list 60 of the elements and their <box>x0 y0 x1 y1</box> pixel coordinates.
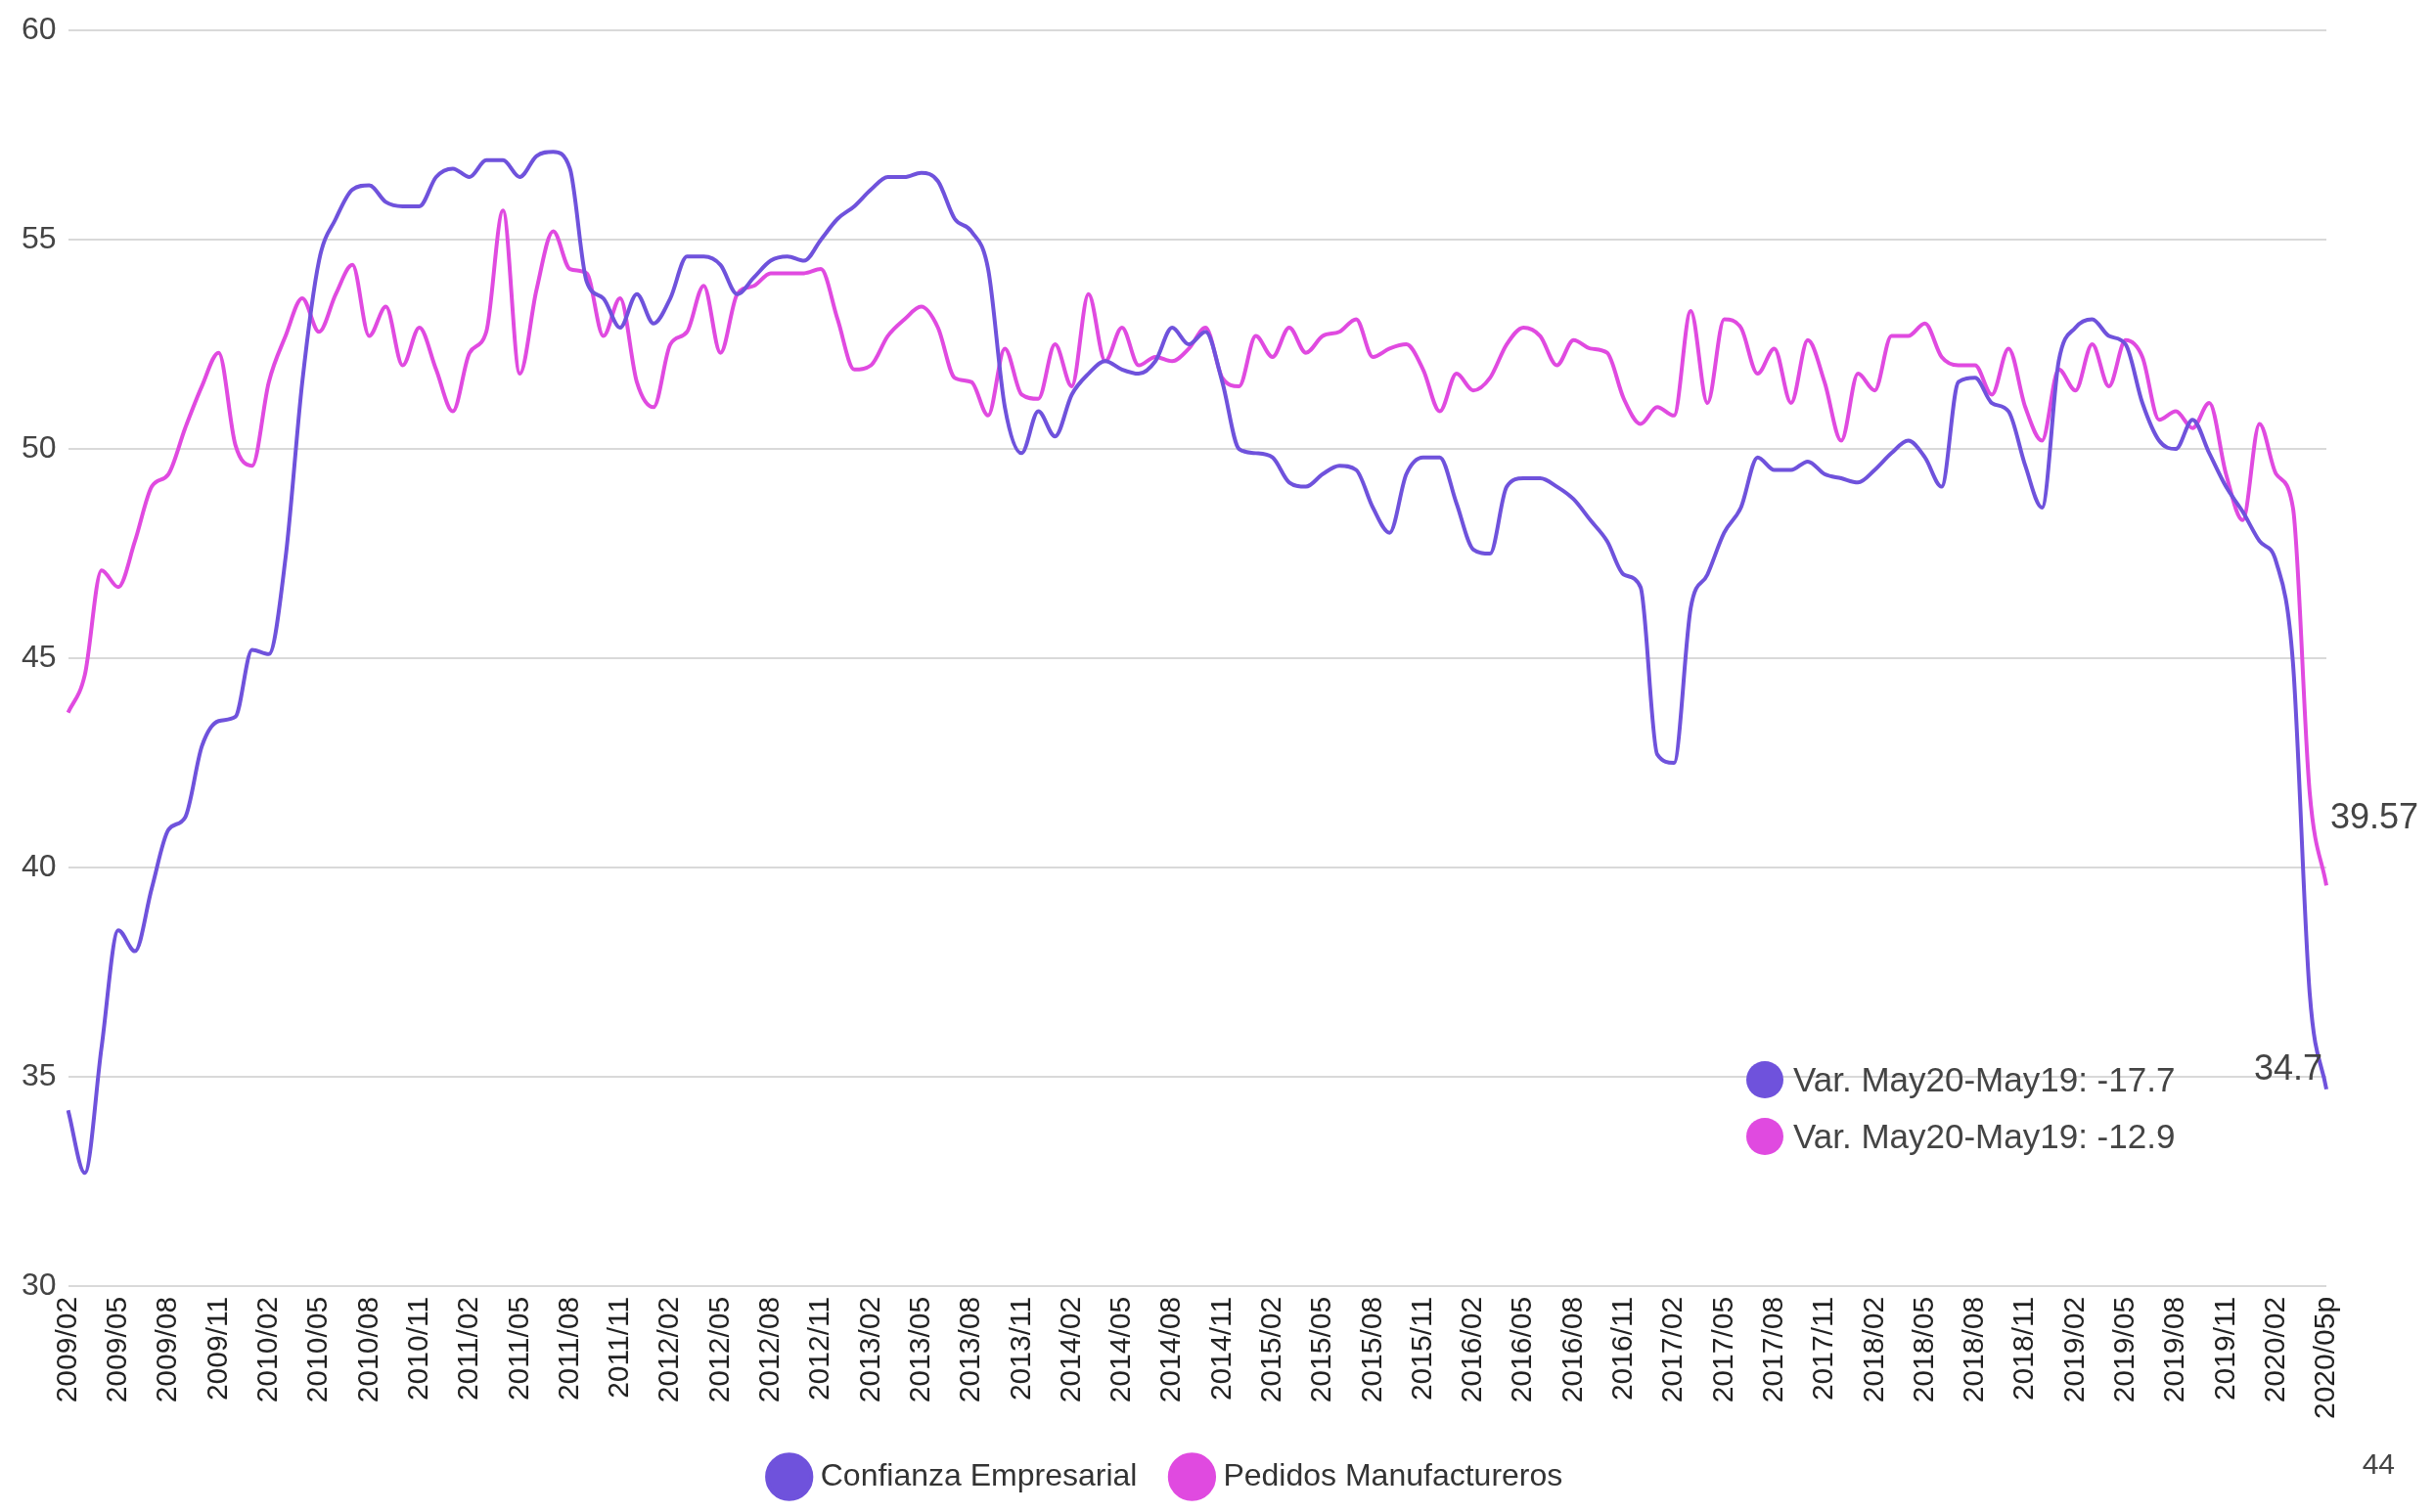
x-tick-label: 2014/02 <box>1053 1296 1086 1403</box>
x-tick-label: 2020/05p <box>2308 1296 2341 1420</box>
x-tick-label: 2011/08 <box>551 1296 584 1401</box>
x-tick-label: 2016/05 <box>1505 1296 1538 1403</box>
x-tick-label: 2011/11 <box>602 1296 635 1399</box>
x-tick-label: 2018/08 <box>1957 1296 1990 1403</box>
annotation: Var. May20-May19: -17.7 <box>1793 1060 2176 1099</box>
x-tick-label: 2009/05 <box>100 1296 133 1403</box>
x-tick-label: 2014/05 <box>1104 1296 1137 1403</box>
x-tick-label: 2017/05 <box>1705 1296 1738 1403</box>
x-tick-label: 2014/08 <box>1153 1296 1187 1403</box>
y-tick-label: 45 <box>22 638 57 674</box>
x-tick-label: 2017/02 <box>1655 1296 1689 1403</box>
x-tick-label: 2015/05 <box>1304 1296 1337 1403</box>
x-tick-label: 2010/05 <box>300 1296 334 1403</box>
x-tick-label: 2010/02 <box>250 1296 284 1403</box>
line-series <box>66 150 2328 1176</box>
x-tick-label: 2011/05 <box>501 1296 534 1401</box>
x-tick-label: 2015/02 <box>1254 1296 1287 1403</box>
data-label: 39.57 <box>2330 796 2419 837</box>
x-tick-label: 2019/11 <box>2207 1296 2240 1401</box>
x-tick-label: 2018/02 <box>1856 1296 1889 1403</box>
x-tick-label: 2018/05 <box>1906 1296 1939 1403</box>
x-tick-label: 2009/11 <box>200 1296 233 1401</box>
y-tick-label: 35 <box>22 1056 57 1092</box>
x-tick-label: 2010/11 <box>400 1296 433 1401</box>
x-tick-label: 2013/02 <box>852 1296 885 1403</box>
data-label: 34.7 <box>2253 1046 2322 1088</box>
x-tick-label: 2018/11 <box>2006 1296 2040 1401</box>
text: 44 <box>2362 1447 2395 1481</box>
annotation: Var. May20-May19: -12.9 <box>1793 1117 2176 1156</box>
y-tick-label: 40 <box>22 847 57 883</box>
line-series <box>66 208 2328 888</box>
legend-label: Pedidos Manufactureros <box>1223 1456 1563 1492</box>
x-tick-label: 2013/08 <box>953 1296 986 1403</box>
x-tick-label: 2013/05 <box>902 1296 935 1403</box>
x-tick-label: 2015/11 <box>1404 1296 1437 1401</box>
x-tick-label: 2013/11 <box>1003 1296 1036 1401</box>
x-tick-label: 2016/08 <box>1555 1296 1588 1403</box>
x-tick-label: 2012/02 <box>652 1296 685 1403</box>
x-tick-label: 2012/08 <box>752 1296 786 1403</box>
x-tick-label: 2011/02 <box>451 1296 484 1401</box>
x-tick-label: 2019/08 <box>2157 1296 2190 1403</box>
x-tick-label: 2014/11 <box>1203 1296 1237 1401</box>
y-tick-label: 50 <box>22 428 57 465</box>
x-tick-label: 2009/08 <box>150 1296 183 1403</box>
x-tick-label: 2012/11 <box>802 1296 835 1401</box>
x-tick-label: 2019/02 <box>2056 1296 2090 1403</box>
x-tick-label: 2019/05 <box>2107 1296 2141 1403</box>
x-tick-label: 2012/05 <box>701 1296 735 1403</box>
y-tick-label: 60 <box>22 11 57 47</box>
legend-label: Confianza Empresarial <box>820 1456 1138 1492</box>
x-tick-label: 2016/11 <box>1605 1296 1639 1401</box>
y-tick-label: 55 <box>22 219 57 255</box>
x-tick-label: 2017/08 <box>1755 1296 1788 1403</box>
x-tick-label: 2010/08 <box>350 1296 383 1403</box>
x-tick-label: 2015/08 <box>1354 1296 1387 1403</box>
x-tick-label: 2020/02 <box>2257 1296 2290 1403</box>
x-tick-label: 2017/11 <box>1806 1296 1839 1401</box>
x-tick-label: 2016/02 <box>1455 1296 1488 1403</box>
